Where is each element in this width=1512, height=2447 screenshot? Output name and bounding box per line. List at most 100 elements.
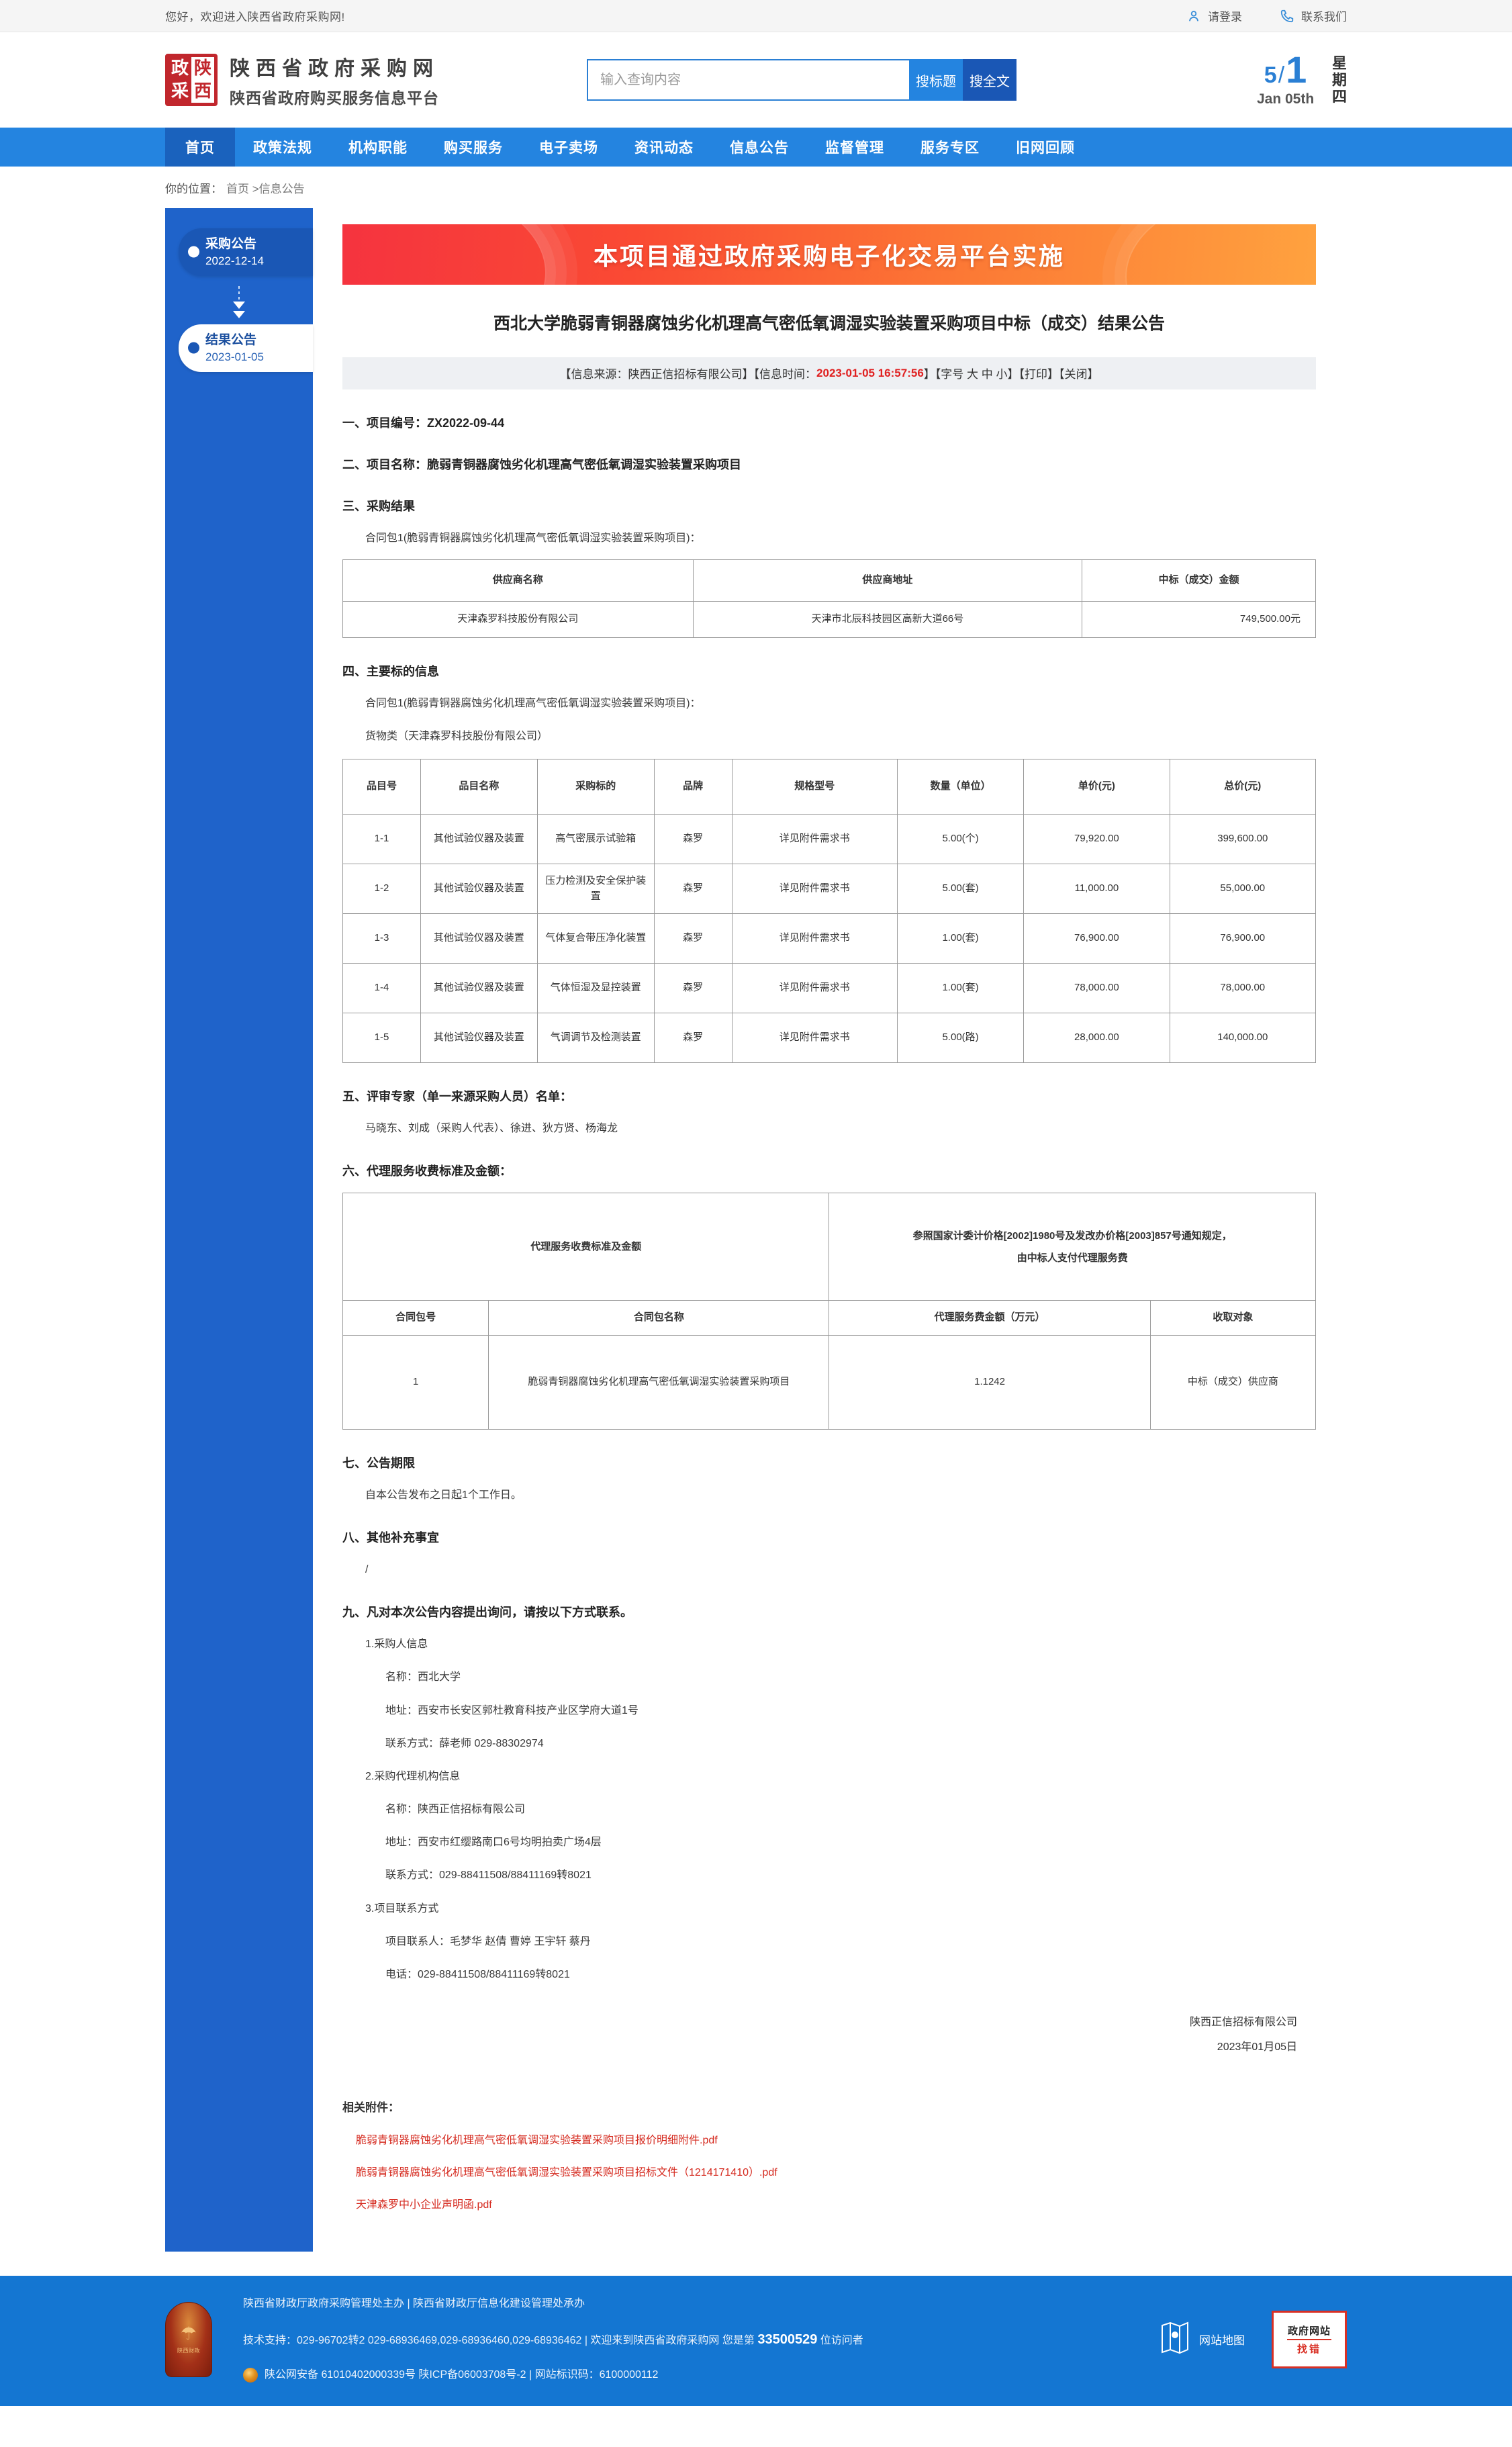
items-cell-4: 详见附件需求书 (731, 913, 898, 964)
items-cell-4: 详见附件需求书 (731, 814, 898, 865)
section-review-experts: 五、评审专家（单一来源采购人员）名单： (342, 1090, 572, 1104)
site-header: 政 陕 采 西 陕西省政府采购网 陕西省政府购买服务信息平台 搜标题 搜全文 (0, 32, 1512, 128)
footer-organizer-line: 陕西省财政厅政府采购管理处主办 | 陕西省财政厅信息化建设管理处承办 (243, 2297, 585, 2309)
table-row: 1-5 其他试验仪器及装置 气调调节及检测装置 森罗 详见附件需求书 5.00(路) 28,… (342, 1013, 1317, 1064)
footer-icp-text[interactable]: 陕公网安备 61010402000339号 陕ICP备06003708号-2 |… (265, 2368, 659, 2381)
contact-link[interactable]: 联系我们 (1280, 7, 1347, 24)
items-cell-4: 详见附件需求书 (731, 1013, 898, 1064)
items-cell-2: 压力检测及安全保护装置 (536, 864, 655, 915)
search-title-button[interactable]: 搜标题 (909, 59, 963, 101)
review-experts-list: 马晓东、刘成（采购人代表）、徐进、狄方贤、杨海龙 (365, 1123, 618, 1135)
date-separator: / (1278, 62, 1285, 88)
items-goods-label: 货物类（天津森罗科技股份有限公司） (365, 730, 549, 742)
meta-source: 【信息来源：陕西正信招标有限公司】【信息时间： (559, 368, 817, 381)
items-cell-0: 1-4 (342, 963, 421, 1014)
attachments-list: 脆弱青铜器腐蚀劣化机理高气密低氧调湿实验装置采购项目报价明细附件.pdf 脆弱青铜… (342, 2131, 1316, 2211)
site-logo[interactable]: 政 陕 采 西 陕西省政府采购网 陕西省政府购买服务信息平台 (165, 52, 439, 108)
attachment-link-2[interactable]: 天津森罗中小企业声明函.pdf (356, 2199, 492, 2211)
date-english: Jan 05th (1256, 91, 1315, 107)
items-cell-1: 其他试验仪器及装置 (420, 913, 538, 964)
nav-item-5[interactable]: 资讯动态 (634, 140, 694, 156)
timeline-node-date: 2022-12-14 (205, 254, 264, 267)
nav-item-0[interactable]: 首页 (165, 128, 235, 167)
items-cell-6: 11,000.00 (1023, 864, 1170, 915)
timeline-dot-icon (188, 246, 199, 258)
items-cell-2: 气体复合带压净化装置 (536, 913, 655, 964)
result-cell-0: 天津森罗科技股份有限公司 (342, 600, 694, 638)
nav-item-7[interactable]: 监督管理 (825, 140, 884, 156)
items-header-5: 数量（单位） (896, 759, 1025, 815)
items-cell-5: 5.00(路) (896, 1013, 1025, 1064)
contact-agency-address: 地址：西安市红缨路南口6号均明拍卖广场4层 (385, 1837, 602, 1849)
section-project-number: 一、项目编号：ZX2022-09-44 (342, 416, 505, 430)
fee-title-left: 代理服务收费标准及金额 (342, 1193, 830, 1301)
agency-fee-table: 代理服务收费标准及金额 参照国家计委计价格[2002]1980号及发改办价格[2… (342, 1193, 1317, 1430)
items-cell-0: 1-2 (342, 864, 421, 915)
contact-purchaser-name: 名称：西北大学 (385, 1671, 461, 1683)
section-project-name: 二、项目名称：脆弱青铜器腐蚀劣化机理高气密低氧调湿实验装置采购项目 (342, 457, 741, 471)
breadcrumb[interactable]: 首页 >信息公告 (226, 182, 305, 195)
seal-char-3: 西 (191, 80, 214, 103)
search-bar: 搜标题 搜全文 (587, 59, 1017, 101)
items-header-0: 品目号 (342, 759, 421, 815)
other-matters-text: / (365, 1563, 369, 1575)
welcome-message: 您好，欢迎进入陕西省政府采购网! (165, 11, 345, 24)
table-row: 1-4 其他试验仪器及装置 气体恒湿及显控装置 森罗 详见附件需求书 1.00(套) 78,… (342, 963, 1317, 1014)
items-package-label: 合同包1(脆弱青铜器腐蚀劣化机理高气密低氧调湿实验装置采购项目)： (365, 697, 701, 709)
search-fulltext-button[interactable]: 搜全文 (963, 59, 1017, 101)
logo-title: 陕西省政府采购网 (230, 58, 439, 80)
contact-purchaser-address: 地址：西安市长安区郭杜教育科技产业区学府大道1号 (385, 1704, 639, 1716)
items-cell-0: 1-5 (342, 1013, 421, 1064)
top-utility-bar: 您好，欢迎进入陕西省政府采购网! 请登录 (0, 0, 1512, 32)
items-cell-2: 高气密展示试验箱 (536, 814, 655, 865)
main-content-wrap: 采购公告 2022-12-14 结果公告 2023-01-05 (165, 208, 1347, 2252)
search-input[interactable] (587, 59, 909, 101)
nav-item-4[interactable]: 电子卖场 (539, 140, 598, 156)
login-link[interactable]: 请登录 (1186, 7, 1242, 24)
section-main-items: 四、主要标的信息 (342, 664, 439, 678)
items-cell-7: 76,900.00 (1169, 913, 1317, 964)
attachments-heading: 相关附件： (342, 2100, 399, 2114)
items-cell-7: 140,000.00 (1169, 1013, 1317, 1064)
nav-item-1[interactable]: 政策法规 (253, 140, 312, 156)
attachment-link-1[interactable]: 脆弱青铜器腐蚀劣化机理高气密低氧调湿实验装置采购项目招标文件（121417141… (356, 2166, 777, 2178)
attachment-link-0[interactable]: 脆弱青铜器腐蚀劣化机理高气密低氧调湿实验装置采购项目报价明细附件.pdf (356, 2134, 718, 2146)
section-procurement-result: 三、采购结果 (342, 499, 415, 513)
section-agency-fee: 六、代理服务收费标准及金额： (342, 1164, 512, 1179)
seal-char-0: 政 (169, 57, 191, 80)
fee-title-right: 参照国家计委计价格[2002]1980号及发改办价格[2003]857号通知规定… (829, 1193, 1316, 1301)
result-cell-2: 749,500.00元 (1082, 600, 1316, 638)
date-weekday: 星期四 (1330, 54, 1347, 105)
nav-item-9[interactable]: 旧网回顾 (1016, 140, 1075, 156)
visitor-counter: 33500529 (757, 2331, 818, 2347)
timeline-node-title: 采购公告 (205, 237, 257, 251)
nav-item-8[interactable]: 服务专区 (920, 140, 980, 156)
nav-item-2[interactable]: 机构职能 (348, 140, 408, 156)
footer-support-line: 技术支持：029-96702转2 029-68936469,029-689364… (243, 2329, 863, 2350)
items-cell-2: 气体恒湿及显控装置 (536, 963, 655, 1014)
nav-item-6[interactable]: 信息公告 (730, 140, 789, 156)
sitemap-link[interactable]: 网站地图 (1160, 2320, 1245, 2358)
section-announcement-period: 七、公告期限 (342, 1456, 415, 1470)
nav-item-3[interactable]: 购买服务 (444, 140, 503, 156)
announcement-period-text: 自本公告发布之日起1个工作日。 (365, 1489, 522, 1501)
seal-char-1: 陕 (191, 57, 214, 80)
section-other-matters: 八、其他补充事宜 (342, 1530, 439, 1544)
seal-logo-icon: 政 陕 采 西 (165, 54, 218, 106)
gov-website-error-report-badge[interactable]: 政府网站 找错 (1272, 2310, 1347, 2368)
timeline-dot-icon (188, 342, 199, 354)
timeline-node-result[interactable]: 结果公告 2023-01-05 (179, 324, 313, 372)
items-header-4: 规格型号 (731, 759, 898, 815)
items-cell-3: 森罗 (653, 963, 733, 1014)
timeline-node-procurement[interactable]: 采购公告 2022-12-14 (179, 228, 313, 276)
items-cell-3: 森罗 (653, 1013, 733, 1064)
contact-label: 联系我们 (1301, 11, 1347, 24)
login-label: 请登录 (1208, 11, 1242, 24)
meta-tools[interactable]: 】【字号 大 中 小】【打印】【关闭】 (923, 368, 1099, 381)
timeline-node-title: 结果公告 (205, 332, 257, 347)
items-header-6: 单价(元) (1023, 759, 1170, 815)
table-row: 1-3 其他试验仪器及装置 气体复合带压净化装置 森罗 详见附件需求书 1.00(套) 76… (342, 913, 1317, 964)
fee-header-1: 合同包名称 (488, 1300, 830, 1336)
items-cell-6: 79,920.00 (1023, 814, 1170, 865)
police-badge-icon (243, 2367, 258, 2383)
